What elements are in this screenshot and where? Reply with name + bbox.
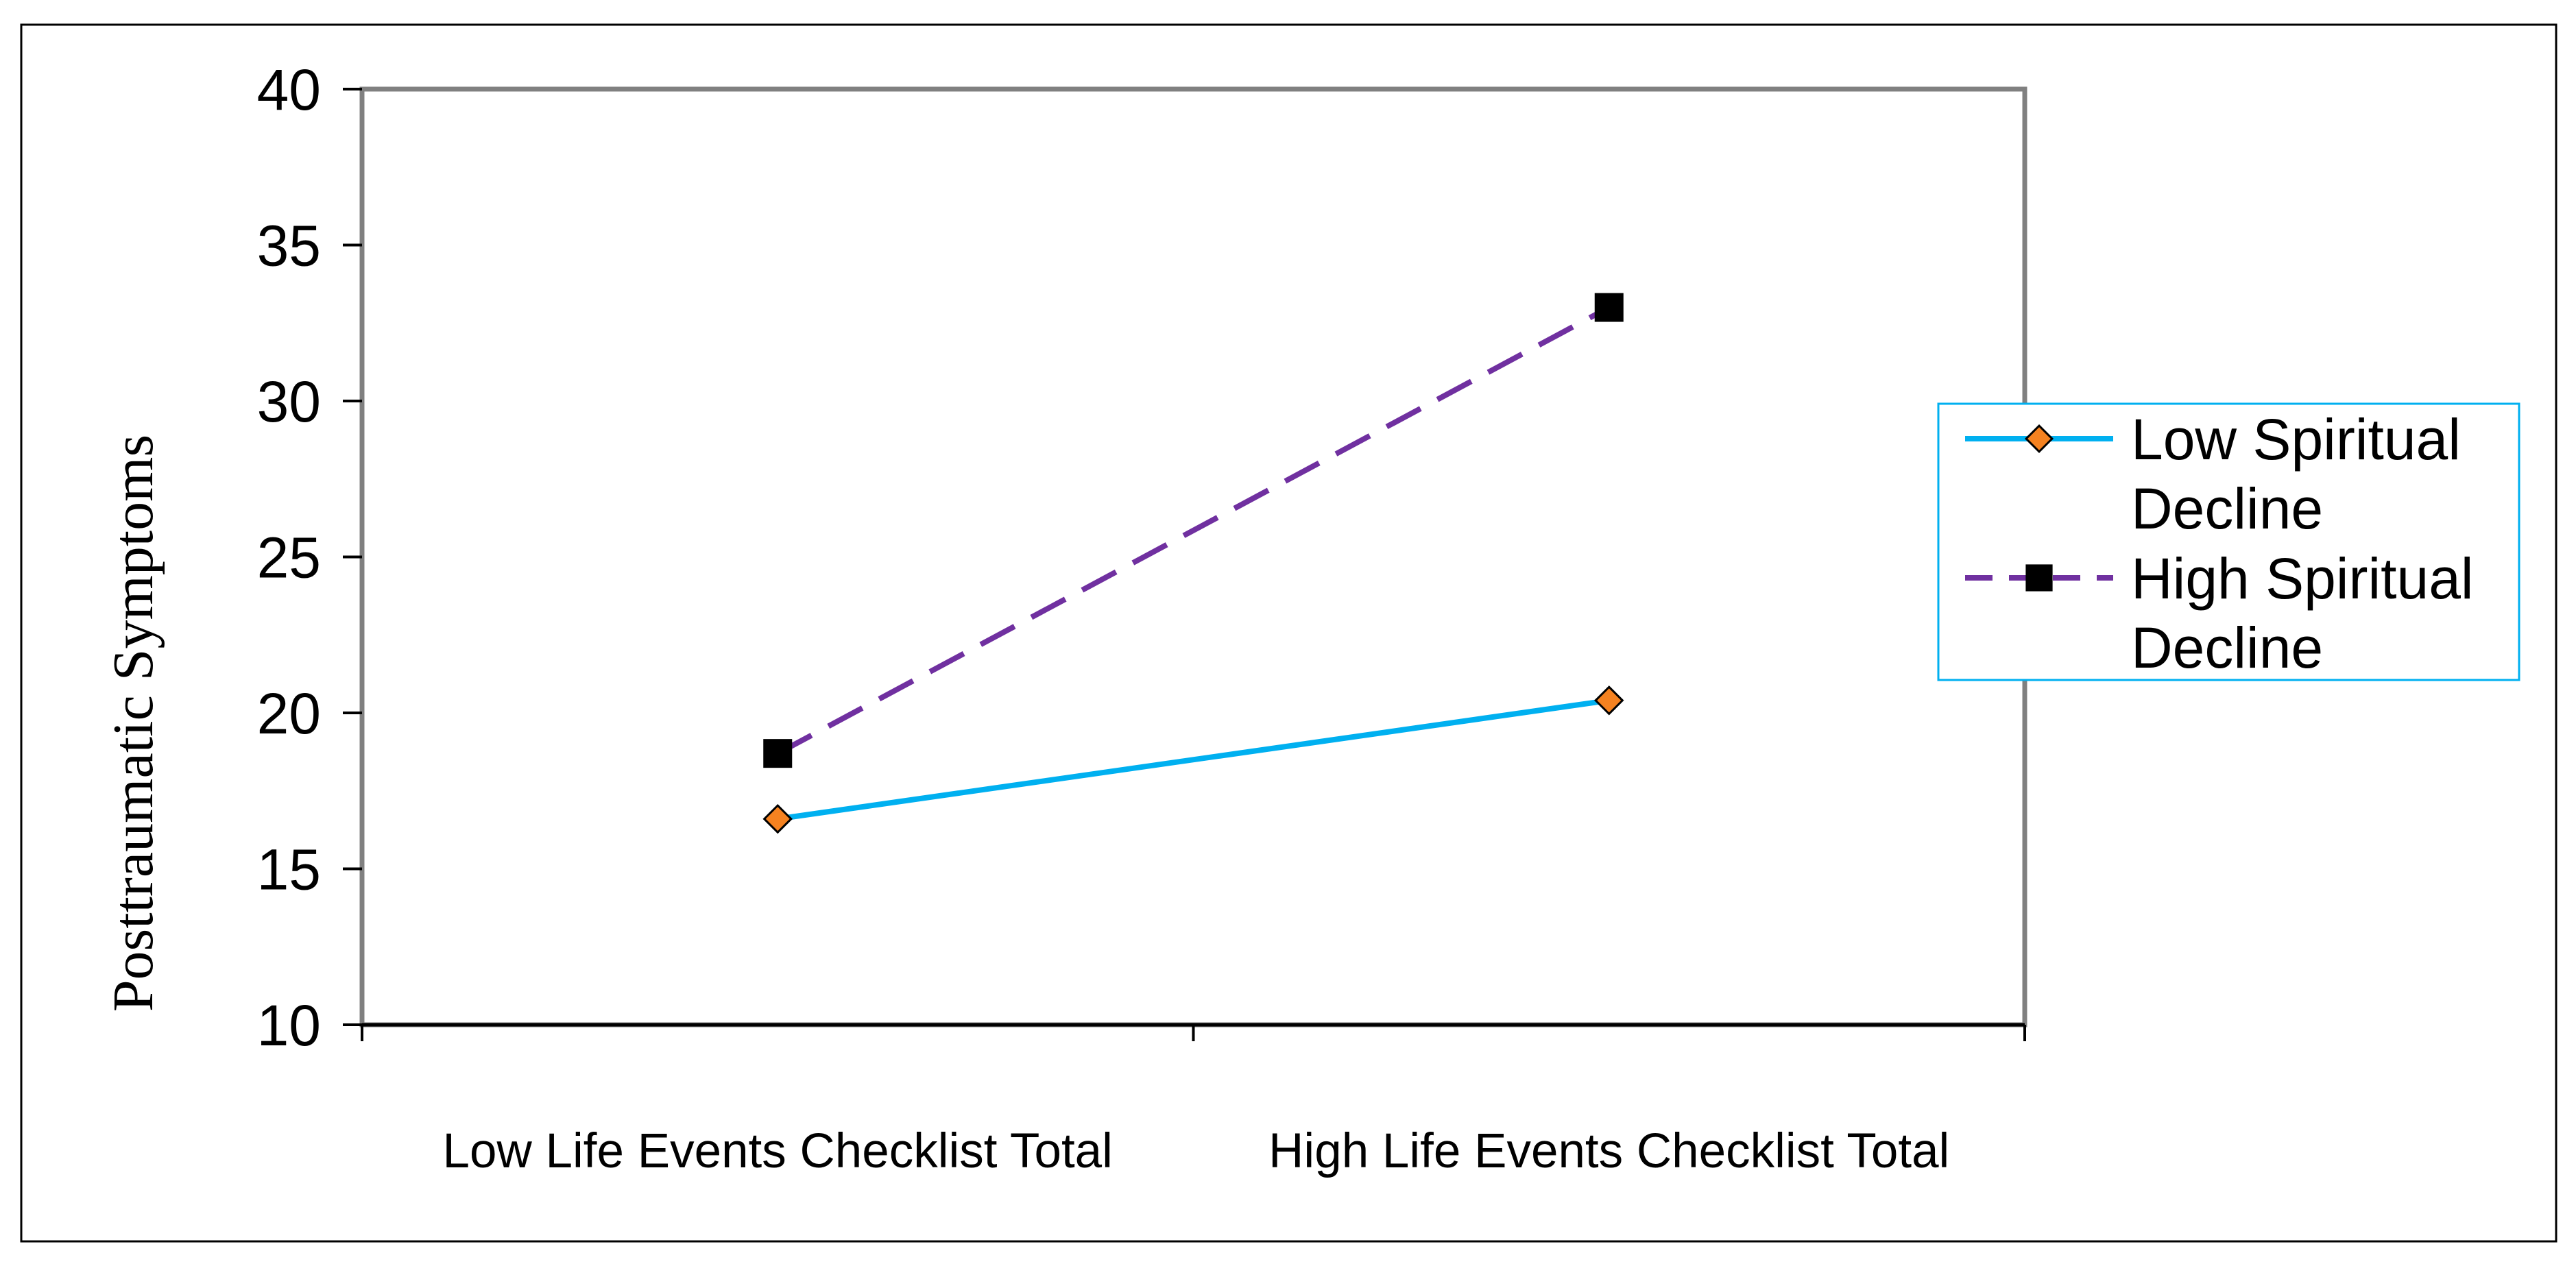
x-axis-labels: Low Life Events Checklist Total High Life… <box>443 1124 1950 1178</box>
series-layer <box>762 293 1624 834</box>
data-point-diamond <box>2024 424 2054 454</box>
legend-label: High Spiritual Decline <box>2131 546 2474 680</box>
series-line <box>777 697 1610 822</box>
data-point-square <box>763 739 793 768</box>
x-tick-label: Low Life Events Checklist Total <box>443 1124 1113 1178</box>
x-tick-label: High Life Events Checklist Total <box>1268 1124 1949 1178</box>
y-tick-label: 10 <box>257 993 321 1058</box>
plot-area <box>359 86 2027 1028</box>
y-tick-label: 35 <box>257 214 321 278</box>
series-line <box>776 304 1611 756</box>
data-point-square <box>2025 564 2053 592</box>
y-axis-ticks: 10 15 20 25 30 35 40 <box>257 58 362 1058</box>
legend-box <box>1937 402 2520 681</box>
y-tick-label: 15 <box>257 838 321 902</box>
data-point-square <box>1594 293 1624 322</box>
series-high-spiritual-decline <box>763 293 1624 768</box>
y-axis-title: Posttraumatic Symptoms <box>101 435 165 1012</box>
y-tick-label: 40 <box>257 58 321 122</box>
data-point-diamond <box>762 803 793 834</box>
series-low-spiritual-decline <box>762 685 1624 834</box>
legend-label: Low Spiritual Decline <box>2131 407 2461 541</box>
data-point-diamond <box>1594 685 1624 716</box>
y-tick-label: 20 <box>257 681 321 746</box>
y-tick-label: 25 <box>257 526 321 590</box>
y-tick-label: 30 <box>257 369 321 434</box>
x-axis-ticks <box>361 1023 2026 1041</box>
